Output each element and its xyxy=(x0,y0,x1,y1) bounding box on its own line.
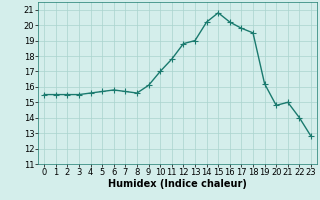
X-axis label: Humidex (Indice chaleur): Humidex (Indice chaleur) xyxy=(108,179,247,189)
